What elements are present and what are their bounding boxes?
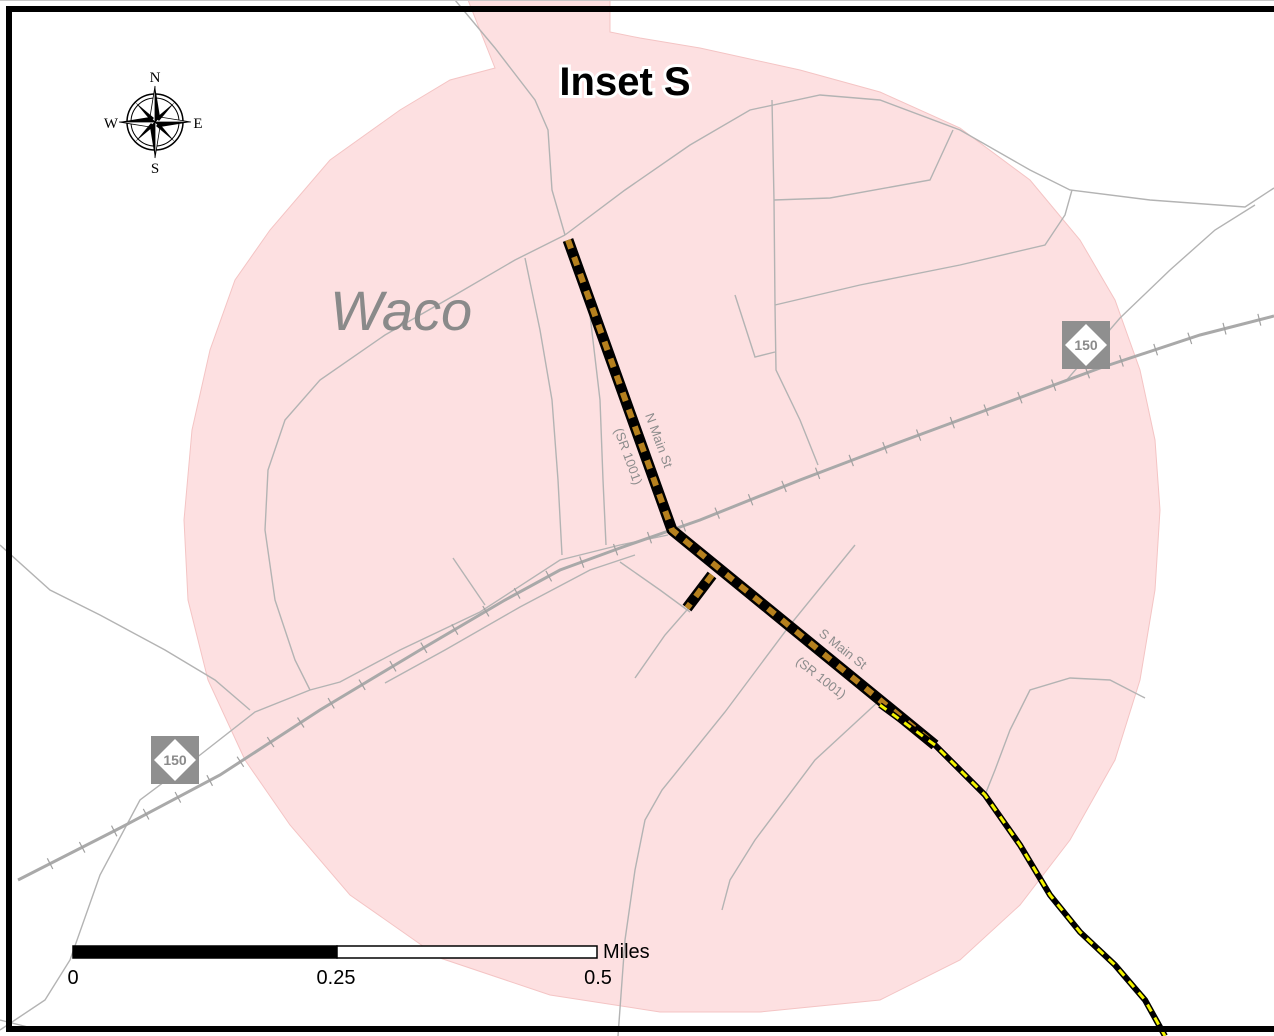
rail-tick <box>747 493 754 506</box>
rail-tick <box>915 429 922 441</box>
compass-e: E <box>193 116 202 132</box>
route-shield-west: 150 <box>151 736 199 784</box>
rail-tick <box>420 642 428 654</box>
rail-tick <box>78 841 86 853</box>
rail-tick <box>612 543 619 556</box>
compass-s: S <box>151 161 159 177</box>
rail-tick <box>680 519 687 532</box>
map-frame <box>6 6 1274 1032</box>
svg-text:150: 150 <box>1074 337 1098 353</box>
scale-tick-0: 0 <box>67 967 78 989</box>
rail-tick <box>389 660 397 672</box>
rail-tick <box>848 454 854 467</box>
rail-tick <box>579 556 585 568</box>
rail-tick <box>142 808 150 820</box>
scale-tick-1: 0.25 <box>317 967 356 989</box>
rail-tick <box>1187 332 1193 345</box>
rail-tick <box>1257 313 1262 326</box>
railroad <box>17 313 1274 882</box>
inset-title: Inset S <box>559 60 690 104</box>
rail-tick <box>1153 343 1159 356</box>
route-shield-east: 150 <box>1062 321 1110 369</box>
rail-tick <box>949 416 955 429</box>
scale-bar: 0 0.25 0.5 Miles <box>67 941 649 989</box>
svg-text:150: 150 <box>163 752 187 768</box>
scale-unit: Miles <box>603 941 650 963</box>
rail-tick <box>1119 355 1124 367</box>
rail-tick <box>206 774 214 787</box>
rail-tick <box>236 756 245 768</box>
town-area <box>183 0 1161 1013</box>
yellow-dashed-route <box>878 702 1168 1036</box>
rail-tick <box>545 570 553 582</box>
rail-tick <box>513 587 521 599</box>
rail-tick <box>358 679 366 691</box>
main-st-corridor <box>562 238 939 750</box>
compass-n: N <box>150 70 161 86</box>
rail-tick <box>46 858 54 870</box>
rail-tick <box>1017 391 1023 404</box>
rail-tick <box>296 717 305 728</box>
rail-tick <box>781 480 787 493</box>
compass-rose-icon: N S E W <box>104 70 203 177</box>
rail-tick <box>882 441 888 454</box>
scale-tick-2: 0.5 <box>584 967 612 989</box>
rail-tick <box>714 507 720 519</box>
rail-tick <box>110 825 118 837</box>
town-label: Waco <box>330 279 472 342</box>
rail-tick <box>983 404 989 417</box>
rail-tick <box>451 623 459 636</box>
rail-tick <box>646 531 653 544</box>
rail-tick <box>814 467 821 480</box>
rail-tick <box>1051 379 1057 392</box>
rail-tick <box>174 791 182 803</box>
compass-w: W <box>104 116 119 132</box>
rail-tick <box>1222 322 1227 335</box>
rail-tick <box>482 605 490 617</box>
rail-tick <box>327 697 335 709</box>
rail-tick <box>266 736 275 748</box>
